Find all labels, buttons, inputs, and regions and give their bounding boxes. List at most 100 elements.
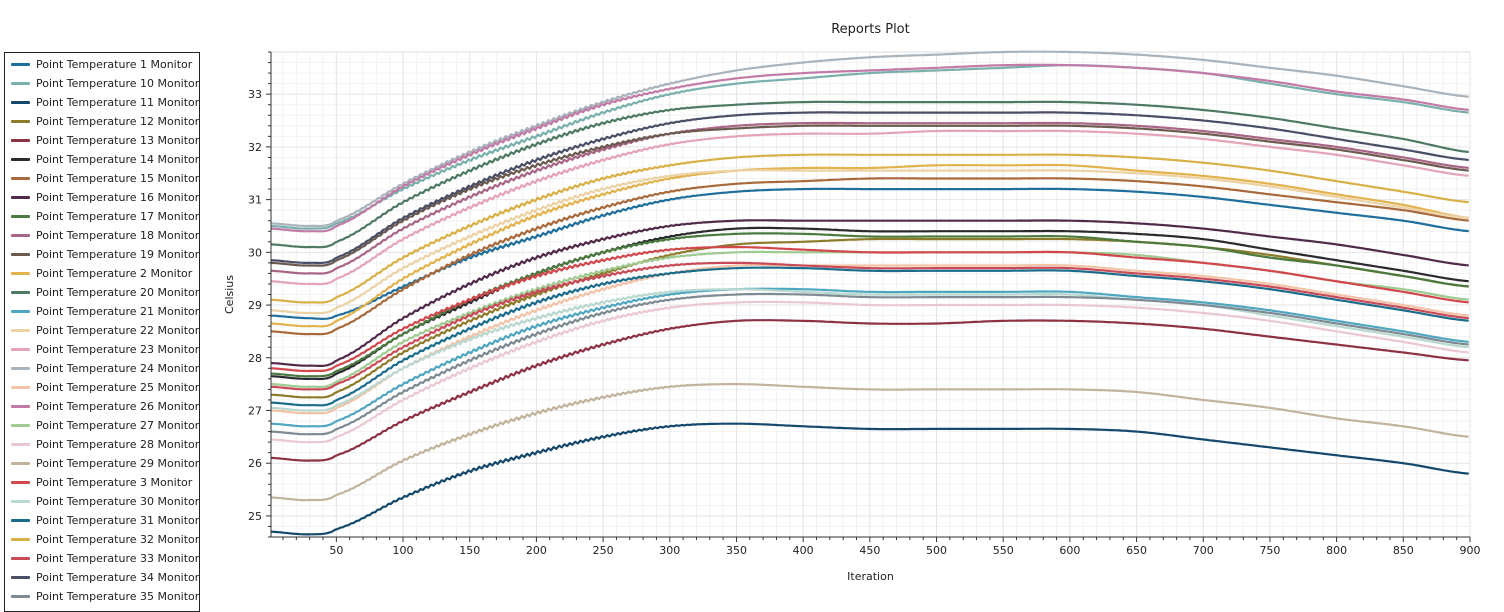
legend-item[interactable]: Point Temperature 15 Monitor xyxy=(11,169,199,188)
legend-item[interactable]: Point Temperature 32 Monitor xyxy=(11,530,199,549)
legend-swatch xyxy=(11,557,30,560)
legend-item[interactable]: Point Temperature 20 Monitor xyxy=(11,283,199,302)
series-line xyxy=(270,219,1469,367)
y-tick-label: 26 xyxy=(248,457,262,470)
legend-swatch xyxy=(11,310,30,313)
legend-item[interactable]: Point Temperature 33 Monitor xyxy=(11,549,199,568)
legend-swatch xyxy=(11,272,30,275)
legend-label: Point Temperature 18 Monitor xyxy=(36,229,200,242)
legend-item[interactable]: Point Temperature 2 Monitor xyxy=(11,264,192,283)
x-axis-title: Iteration xyxy=(847,570,894,583)
legend-item[interactable]: Point Temperature 1 Monitor xyxy=(11,55,192,74)
series-line xyxy=(270,261,1469,391)
legend-item[interactable]: Point Temperature 19 Monitor xyxy=(11,245,199,264)
series-line xyxy=(270,300,1469,444)
legend-label: Point Temperature 21 Monitor xyxy=(36,305,200,318)
legend-item[interactable]: Point Temperature 22 Monitor xyxy=(11,321,199,340)
legend-item[interactable]: Point Temperature 26 Monitor xyxy=(11,397,199,416)
legend-item[interactable]: Point Temperature 24 Monitor xyxy=(11,359,199,378)
legend-label: Point Temperature 33 Monitor xyxy=(36,552,200,565)
x-tick-label: 200 xyxy=(526,544,547,557)
legend-label: Point Temperature 32 Monitor xyxy=(36,533,200,546)
legend-item[interactable]: Point Temperature 10 Monitor xyxy=(11,74,199,93)
legend-swatch xyxy=(11,120,30,123)
legend-item[interactable]: Point Temperature 12 Monitor xyxy=(11,112,199,131)
legend-label: Point Temperature 16 Monitor xyxy=(36,191,200,204)
x-tick-label: 500 xyxy=(926,544,947,557)
series-line xyxy=(270,63,1469,233)
series-line xyxy=(270,226,1469,381)
x-tick-label: 50 xyxy=(329,544,343,557)
legend-swatch xyxy=(11,329,30,332)
legend-swatch xyxy=(11,367,30,370)
legend-swatch xyxy=(11,82,30,85)
y-tick-label: 30 xyxy=(248,246,262,259)
series-line xyxy=(270,287,1469,428)
legend-item[interactable]: Point Temperature 11 Monitor xyxy=(11,93,199,112)
legend-item[interactable]: Point Temperature 30 Monitor xyxy=(11,492,199,511)
legend-label: Point Temperature 19 Monitor xyxy=(36,248,200,261)
series-line xyxy=(270,124,1469,267)
legend-swatch xyxy=(11,386,30,389)
legend-item[interactable]: Point Temperature 25 Monitor xyxy=(11,378,199,397)
legend-swatch xyxy=(11,196,30,199)
legend-label: Point Temperature 3 Monitor xyxy=(36,476,193,489)
legend-item[interactable]: Point Temperature 17 Monitor xyxy=(11,207,199,226)
legend-item[interactable]: Point Temperature 23 Monitor xyxy=(11,340,199,359)
legend-label: Point Temperature 2 Monitor xyxy=(36,267,193,280)
x-tick-label: 900 xyxy=(1460,544,1481,557)
legend-swatch xyxy=(11,500,30,503)
legend-item[interactable]: Point Temperature 18 Monitor xyxy=(11,226,199,245)
legend-item[interactable]: Point Temperature 14 Monitor xyxy=(11,150,199,169)
y-tick-label: 33 xyxy=(248,88,262,101)
legend-swatch xyxy=(11,101,30,104)
legend-item[interactable]: Point Temperature 28 Monitor xyxy=(11,435,199,454)
series-line xyxy=(270,237,1469,399)
legend-item[interactable]: Point Temperature 34 Monitor xyxy=(11,568,199,587)
series-line xyxy=(270,111,1469,265)
y-tick-label: 27 xyxy=(248,404,262,417)
legend: Point Temperature 1 Monitor Point Tempera… xyxy=(4,52,200,612)
series-line xyxy=(270,292,1469,436)
legend-item[interactable]: Point Temperature 16 Monitor xyxy=(11,188,199,207)
legend-item[interactable]: Point Temperature 13 Monitor xyxy=(11,131,199,150)
series-line xyxy=(270,100,1469,249)
legend-item[interactable]: Point Temperature 21 Monitor xyxy=(11,302,199,321)
series-line xyxy=(270,169,1469,315)
x-tick-label: 750 xyxy=(1259,544,1280,557)
legend-swatch xyxy=(11,139,30,142)
x-tick-label: 850 xyxy=(1393,544,1414,557)
x-tick-label: 650 xyxy=(1126,544,1147,557)
legend-item[interactable]: Point Temperature 31 Monitor xyxy=(11,511,199,530)
y-tick-label: 25 xyxy=(248,510,262,523)
legend-item[interactable]: Point Temperature 27 Monitor xyxy=(11,416,199,435)
x-tick-label: 350 xyxy=(726,544,747,557)
legend-swatch xyxy=(11,576,30,579)
legend-swatch xyxy=(11,424,30,427)
legend-label: Point Temperature 25 Monitor xyxy=(36,381,200,394)
legend-label: Point Temperature 22 Monitor xyxy=(36,324,200,337)
legend-label: Point Temperature 17 Monitor xyxy=(36,210,200,223)
x-tick-label: 600 xyxy=(1059,544,1080,557)
legend-swatch xyxy=(11,481,30,484)
y-tick-label: 28 xyxy=(248,352,262,365)
legend-swatch xyxy=(11,158,30,161)
series-line xyxy=(270,163,1469,328)
legend-label: Point Temperature 24 Monitor xyxy=(36,362,200,375)
x-tick-label: 450 xyxy=(859,544,880,557)
legend-label: Point Temperature 10 Monitor xyxy=(36,77,200,90)
series-line xyxy=(270,288,1469,412)
series-line xyxy=(270,121,1469,275)
legend-label: Point Temperature 23 Monitor xyxy=(36,343,200,356)
series-line xyxy=(270,187,1469,320)
series-line xyxy=(270,263,1469,415)
legend-swatch xyxy=(11,538,30,541)
series-line xyxy=(270,177,1469,336)
legend-label: Point Temperature 30 Monitor xyxy=(36,495,200,508)
legend-item[interactable]: Point Temperature 29 Monitor xyxy=(11,454,199,473)
series-line xyxy=(270,383,1469,502)
legend-label: Point Temperature 1 Monitor xyxy=(36,58,193,71)
legend-label: Point Temperature 28 Monitor xyxy=(36,438,200,451)
legend-swatch xyxy=(11,348,30,351)
legend-item[interactable]: Point Temperature 3 Monitor xyxy=(11,473,192,492)
